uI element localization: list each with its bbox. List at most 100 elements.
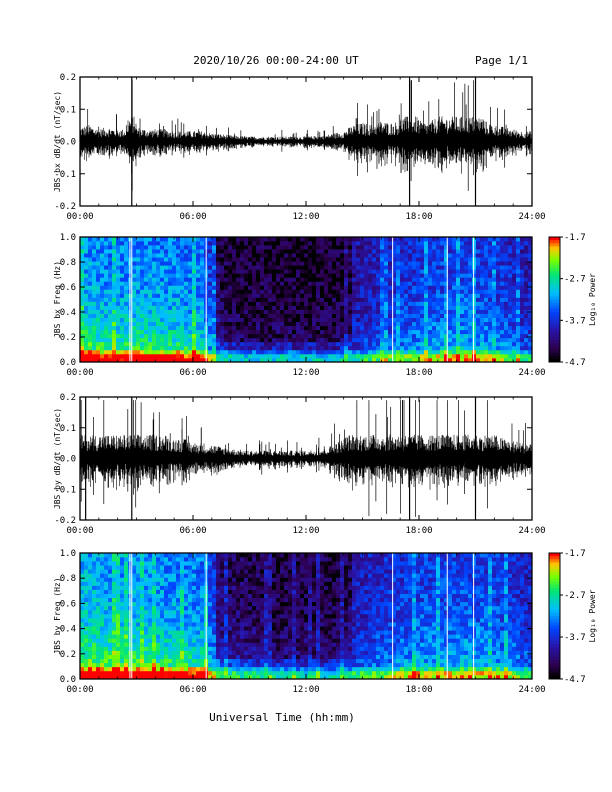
spectrogram-cell	[460, 261, 465, 266]
spectrogram-cell	[340, 289, 345, 294]
spectrogram-cell	[164, 309, 169, 314]
spectrogram-cell	[260, 297, 265, 302]
spectrogram-cell	[392, 249, 397, 254]
spectrogram-cell	[180, 605, 185, 611]
spectrogram-cell	[336, 309, 341, 314]
spectrogram-cell	[96, 237, 101, 242]
spectrogram-cell	[300, 285, 305, 290]
spectrogram-cell	[280, 285, 285, 290]
spectrogram-cell	[476, 313, 481, 318]
spectrogram-cell	[508, 261, 513, 266]
spectrogram-cell	[208, 265, 213, 270]
spectrogram-cell	[156, 237, 161, 242]
spectrogram-cell	[388, 301, 393, 306]
spectrogram-cell	[492, 333, 497, 339]
spectrogram-cell	[216, 313, 221, 318]
spectrogram-cell	[484, 321, 489, 327]
spectrogram-cell	[424, 313, 429, 318]
spectrogram-cell	[88, 585, 93, 590]
spectrogram-cell	[456, 309, 461, 314]
spectrogram-cell	[348, 357, 353, 363]
spectrogram-cell	[512, 317, 517, 323]
spectrogram-cell	[252, 261, 257, 266]
spectrogram-cell	[160, 581, 165, 586]
spectrogram-cell	[208, 638, 213, 643]
spectrogram-cell	[132, 289, 137, 294]
spectrogram-cell	[504, 249, 509, 254]
spectrogram-cell	[304, 265, 309, 270]
spectrogram-cell	[448, 297, 453, 302]
spectrogram-cell	[312, 285, 317, 290]
spectrogram-cell	[300, 257, 305, 262]
spectrogram-cell	[80, 273, 85, 278]
spectrogram-cell	[328, 309, 333, 314]
spectrogram-cell	[256, 257, 261, 262]
spectrogram-cell	[272, 317, 277, 323]
spectrogram-cell	[92, 601, 97, 607]
spectrogram-cell	[168, 341, 173, 347]
spectrogram-cell	[472, 297, 477, 302]
spectrogram-cell	[500, 293, 505, 298]
spectrogram-cell	[192, 305, 197, 310]
spectrogram-cell	[188, 301, 193, 306]
spectrogram-cell	[92, 237, 97, 242]
spectrogram-cell	[512, 293, 517, 298]
spectrogram-cell	[180, 317, 185, 323]
spectrogram-cell	[344, 317, 349, 323]
spectrogram-cell	[148, 569, 153, 574]
spectrogram-cell	[212, 626, 217, 631]
spectrogram-cell	[488, 261, 493, 266]
spectrogram-cell	[144, 265, 149, 270]
spectrogram-cell	[464, 353, 469, 359]
spectrogram-cell	[116, 337, 121, 343]
spectrogram-cell	[456, 273, 461, 278]
spectrogram-cell	[168, 313, 173, 318]
spectrogram-cell	[212, 325, 217, 331]
spectrogram-cell	[348, 293, 353, 298]
spectrogram-cell	[216, 666, 221, 672]
spectrogram-cell	[164, 357, 169, 363]
spectrogram-cell	[356, 293, 361, 298]
spectrogram-cell	[212, 613, 217, 619]
spectrogram-cell	[176, 630, 181, 635]
spectrogram-cell	[472, 237, 477, 242]
spectrogram-cell	[148, 605, 153, 611]
spectrogram-cell	[516, 293, 521, 298]
spectrogram-cell	[432, 297, 437, 302]
spectrogram-cell	[300, 241, 305, 246]
spectrogram-cell	[188, 329, 193, 335]
spectrogram-cell	[420, 297, 425, 302]
spectrogram-cell	[92, 557, 97, 562]
spectrogram-cell	[252, 333, 257, 339]
spectrogram-cell	[152, 249, 157, 254]
spectrogram-cell	[248, 253, 253, 258]
spectrogram-cell	[120, 577, 125, 582]
spectrogram-cell	[240, 281, 245, 286]
spectrogram-cell	[132, 642, 137, 647]
spectrogram-cell	[148, 658, 153, 664]
spectrogram-cell	[188, 309, 193, 314]
spectrogram-cell	[528, 289, 533, 294]
spectrogram-cell	[500, 325, 505, 331]
spectrogram-cell	[200, 281, 205, 286]
spectrogram-cell	[184, 593, 189, 599]
spectrogram-cell	[104, 674, 109, 680]
spectrogram-cell	[320, 357, 325, 363]
spectrogram-cell	[164, 618, 169, 623]
spectrogram-cell	[152, 325, 157, 331]
spectrogram-cell	[388, 257, 393, 262]
spectrogram-cell	[512, 269, 517, 274]
spectrogram-cell	[152, 581, 157, 586]
spectrogram-cell	[180, 630, 185, 635]
spectrogram-cell	[364, 241, 369, 246]
spectrogram-cell	[188, 642, 193, 647]
spectrogram-cell	[216, 245, 221, 250]
spectrogram-cell	[184, 317, 189, 323]
spectrogram-cell	[396, 281, 401, 286]
spectrogram-cell	[524, 273, 529, 278]
spectrogram-cell	[468, 293, 473, 298]
spectrogram-cell	[336, 349, 341, 355]
spectrogram-cell	[168, 674, 173, 680]
spectrogram-cell	[116, 317, 121, 323]
spectrogram-cell	[124, 553, 129, 558]
